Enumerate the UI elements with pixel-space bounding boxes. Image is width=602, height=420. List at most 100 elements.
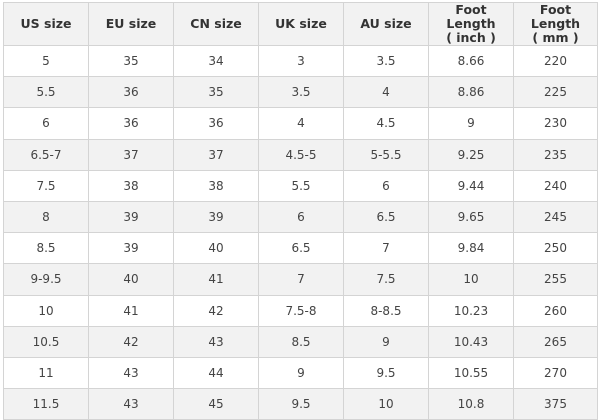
table-cell: 4.5 <box>343 107 429 140</box>
table-cell: 240 <box>513 169 598 202</box>
table-cell: 9 <box>343 325 429 358</box>
table-cell: 375 <box>513 388 598 420</box>
table-cell: 3.5 <box>343 44 429 78</box>
column-header: CN size <box>173 2 259 46</box>
table-cell: 10 <box>343 388 429 420</box>
table-cell: 43 <box>88 356 174 390</box>
column-header-line: ( inch ) <box>446 30 496 45</box>
table-cell: 10.43 <box>428 325 514 358</box>
table-cell: 230 <box>513 107 598 140</box>
table-cell: 42 <box>88 325 174 358</box>
table-row: 11.5 43 45 9.5 10 10.8 375 <box>3 388 598 420</box>
table-cell: 11.5 <box>3 388 89 420</box>
column-header: US size <box>3 2 89 46</box>
table-cell: 9 <box>428 107 514 140</box>
table-cell: 7 <box>343 232 429 265</box>
table-cell: 7 <box>258 263 344 296</box>
table-cell: 9.5 <box>343 356 429 390</box>
size-chart-table: US size EU size CN size UK size AU size Foot … <box>3 2 598 420</box>
table-cell: 43 <box>88 388 174 420</box>
table-cell: 9.44 <box>428 169 514 202</box>
table-cell: 6 <box>258 200 344 234</box>
table-row: 10.5 42 43 8.5 9 10.43 265 <box>3 325 598 358</box>
column-header: UK size <box>258 2 344 46</box>
table-cell: 9-9.5 <box>3 263 89 296</box>
table-cell: 5 <box>3 44 89 78</box>
column-header: EU size <box>88 2 174 46</box>
table-row: 8 39 39 6 6.5 9.65 245 <box>3 200 598 234</box>
column-header: AU size <box>343 2 429 46</box>
table-cell: 8-8.5 <box>343 294 429 327</box>
header-row: US size EU size CN size UK size AU size Foot … <box>3 2 598 46</box>
table-cell: 260 <box>513 294 598 327</box>
table-cell: 36 <box>88 76 174 109</box>
table-cell: 8 <box>3 200 89 234</box>
table-cell: 5.5 <box>258 169 344 202</box>
table-cell: 8.66 <box>428 44 514 78</box>
table-cell: 35 <box>88 44 174 78</box>
table-cell: 4 <box>258 107 344 140</box>
column-header: Foot Length( inch ) <box>428 2 514 46</box>
table-cell: 6.5 <box>258 232 344 265</box>
table-cell: 34 <box>173 44 259 78</box>
table-cell: 37 <box>173 138 259 171</box>
table-cell: 10 <box>3 294 89 327</box>
table-cell: 38 <box>88 169 174 202</box>
table-cell: 39 <box>88 200 174 234</box>
table-cell: 8.5 <box>258 325 344 358</box>
table-cell: 10.55 <box>428 356 514 390</box>
table-row: 11 43 44 9 9.5 10.55 270 <box>3 356 598 390</box>
table-row: 9-9.5 40 41 7 7.5 10 255 <box>3 263 598 296</box>
table-row: 7.5 38 38 5.5 6 9.44 240 <box>3 169 598 202</box>
table-cell: 6 <box>3 107 89 140</box>
table-row: 6 36 36 4 4.5 9 230 <box>3 107 598 140</box>
table-cell: 3.5 <box>258 76 344 109</box>
table-cell: 40 <box>173 232 259 265</box>
table-row: 5.5 36 35 3.5 4 8.86 225 <box>3 76 598 109</box>
table-row: 6.5-7 37 37 4.5-5 5-5.5 9.25 235 <box>3 138 598 171</box>
table-row: 10 41 42 7.5-8 8-8.5 10.23 260 <box>3 294 598 327</box>
table-cell: 270 <box>513 356 598 390</box>
table-cell: 43 <box>173 325 259 358</box>
table-cell: 265 <box>513 325 598 358</box>
table-cell: 10.23 <box>428 294 514 327</box>
table-cell: 35 <box>173 76 259 109</box>
table-cell: 6.5-7 <box>3 138 89 171</box>
table-cell: 37 <box>88 138 174 171</box>
table-cell: 7.5-8 <box>258 294 344 327</box>
table-cell: 8.5 <box>3 232 89 265</box>
table-cell: 10 <box>428 263 514 296</box>
table-cell: 10.8 <box>428 388 514 420</box>
table-cell: 250 <box>513 232 598 265</box>
column-header-line: Foot Length <box>530 2 581 31</box>
table-cell: 9.25 <box>428 138 514 171</box>
table-cell: 45 <box>173 388 259 420</box>
table-cell: 5.5 <box>3 76 89 109</box>
table-cell: 245 <box>513 200 598 234</box>
table-cell: 36 <box>88 107 174 140</box>
table-cell: 39 <box>173 200 259 234</box>
table-cell: 235 <box>513 138 598 171</box>
table-cell: 41 <box>88 294 174 327</box>
table-cell: 220 <box>513 44 598 78</box>
table-cell: 4.5-5 <box>258 138 344 171</box>
table-cell: 4 <box>343 76 429 109</box>
column-header-line: ( mm ) <box>532 30 579 45</box>
table-cell: 8.86 <box>428 76 514 109</box>
table-cell: 41 <box>173 263 259 296</box>
table-cell: 9 <box>258 356 344 390</box>
table-cell: 3 <box>258 44 344 78</box>
table-cell: 44 <box>173 356 259 390</box>
table-row: 8.5 39 40 6.5 7 9.84 250 <box>3 232 598 265</box>
table-cell: 6.5 <box>343 200 429 234</box>
column-header: Foot Length( mm ) <box>513 2 598 46</box>
table-cell: 9.65 <box>428 200 514 234</box>
table-cell: 7.5 <box>3 169 89 202</box>
table-row: 5 35 34 3 3.5 8.66 220 <box>3 44 598 78</box>
table-cell: 5-5.5 <box>343 138 429 171</box>
table-cell: 7.5 <box>343 263 429 296</box>
table-cell: 38 <box>173 169 259 202</box>
table-cell: 10.5 <box>3 325 89 358</box>
table-cell: 6 <box>343 169 429 202</box>
table-cell: 40 <box>88 263 174 296</box>
